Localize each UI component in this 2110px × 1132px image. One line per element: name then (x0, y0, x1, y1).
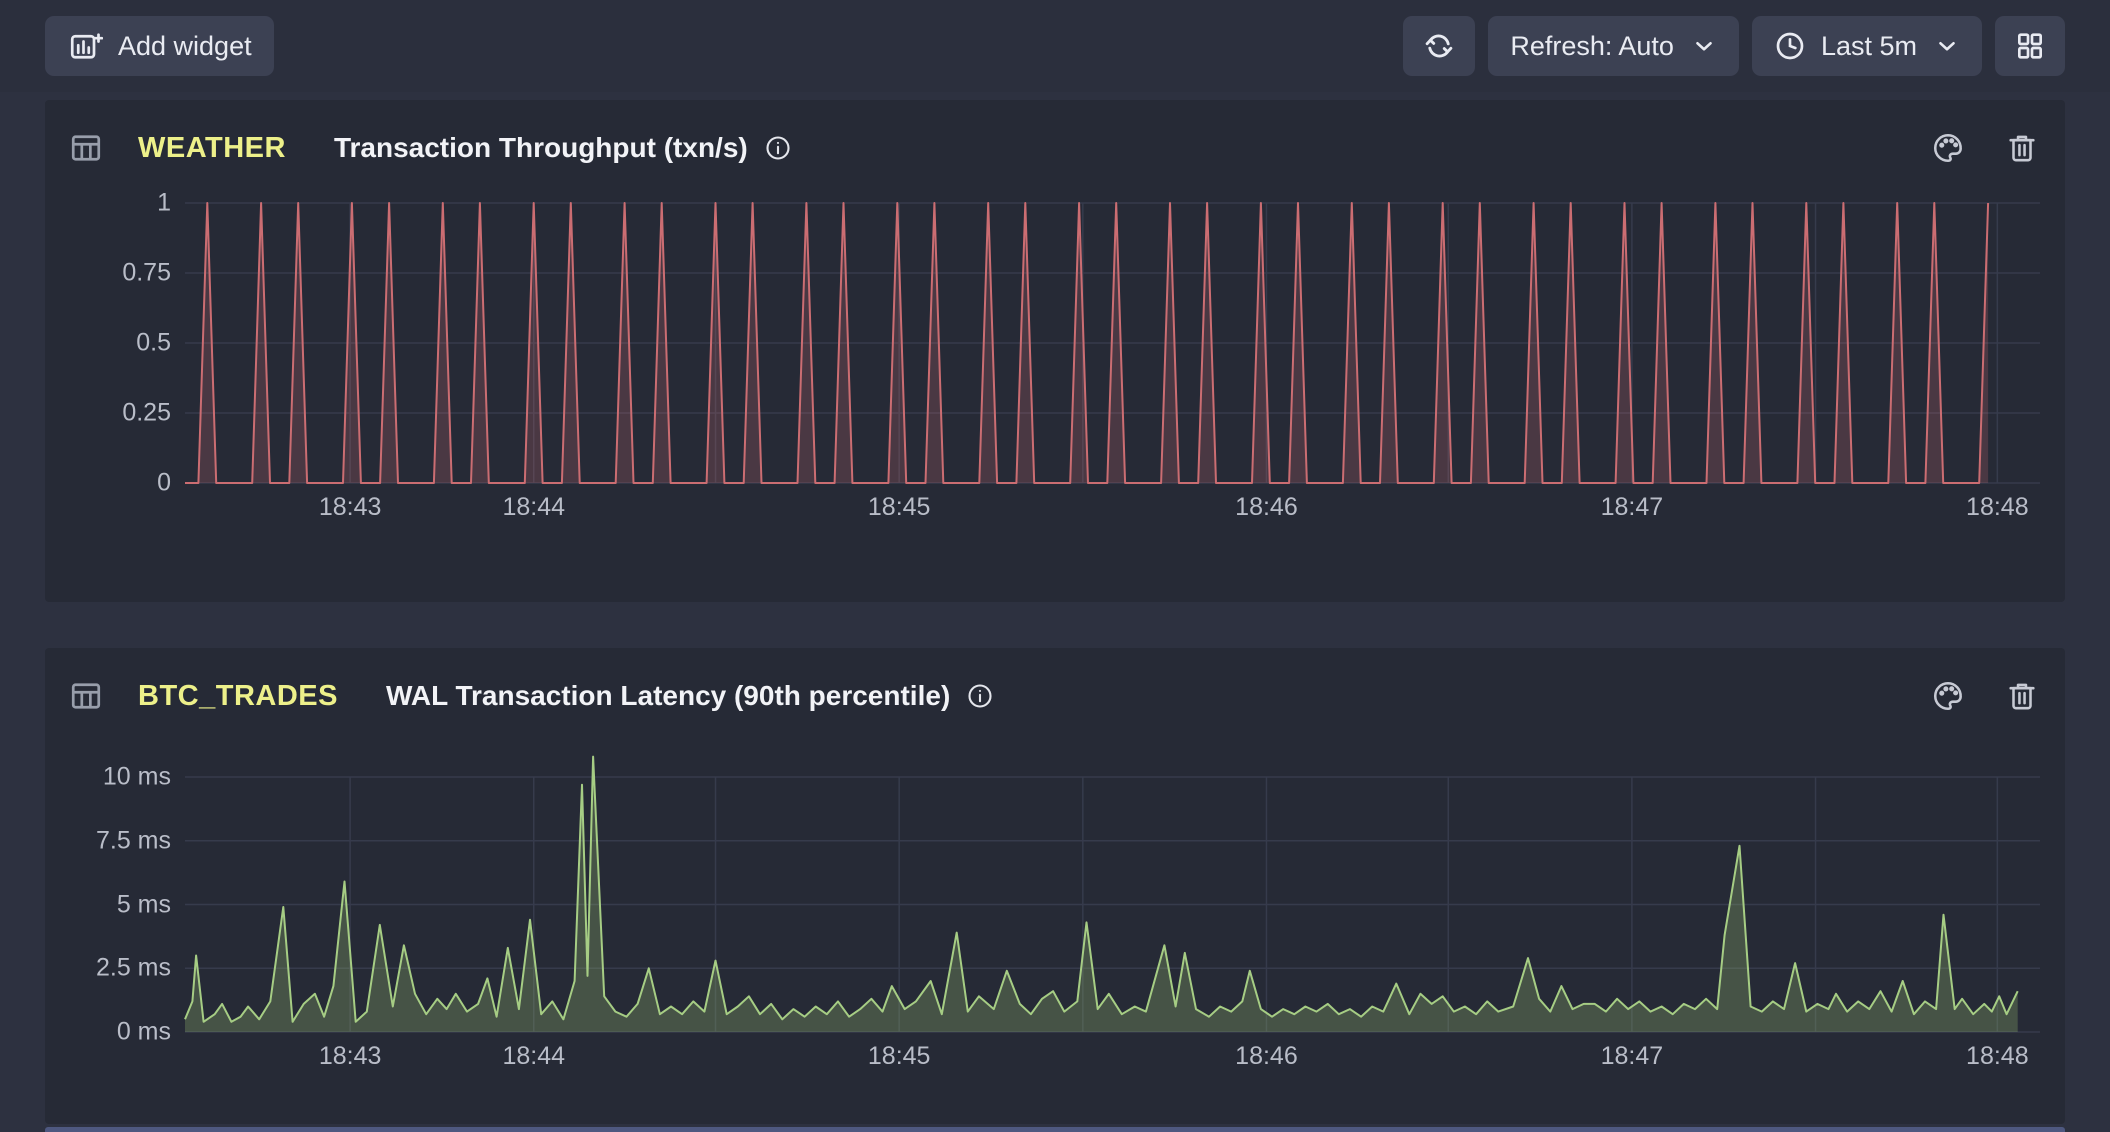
y-tick-label: 0 (157, 468, 171, 497)
y-axis-labels: 1 0.75 0.5 0.25 0 (59, 189, 171, 497)
y-tick-label: 0.25 (122, 398, 171, 427)
x-tick-label: 18:45 (867, 493, 931, 521)
y-tick-label: 2.5 ms (95, 953, 171, 982)
refresh-mode-label: Refresh: Auto (1510, 30, 1674, 61)
panel-header: WEATHER Transaction Throughput (txn/s) (68, 126, 2039, 170)
x-axis-labels: 18:43 18:44 18:45 18:46 18:47 18:48 (185, 1032, 2040, 1072)
chevron-down-icon (1934, 33, 1960, 59)
table-icon (68, 678, 104, 714)
info-icon[interactable] (764, 134, 792, 162)
panel-header: BTC_TRADES WAL Transaction Latency (90th… (68, 674, 2039, 718)
add-widget-label: Add widget (118, 30, 252, 61)
chart-title: WAL Transaction Latency (90th percentile… (385, 680, 951, 711)
x-tick-label: 18:46 (1235, 493, 1298, 521)
y-tick-label: 1 (157, 188, 171, 217)
toolbar-right-group: Refresh: Auto Last 5m (1403, 16, 2065, 76)
trash-icon[interactable] (2005, 131, 2039, 165)
refresh-icon (1422, 29, 1456, 63)
x-tick-label: 18:45 (867, 1042, 931, 1070)
chart-svg (184, 755, 2040, 1033)
x-tick-label: 18:43 (318, 1042, 382, 1070)
x-tick-label: 18:44 (502, 1042, 566, 1070)
layout-grid-button[interactable] (1995, 16, 2065, 76)
x-tick-label: 18:48 (1966, 1042, 2029, 1070)
table-name: BTC_TRADES (138, 679, 338, 712)
info-icon[interactable] (966, 682, 994, 710)
x-tick-label: 18:46 (1235, 1042, 1298, 1070)
next-panel-top-edge (45, 1127, 2065, 1132)
palette-icon[interactable] (1931, 131, 1965, 165)
refresh-mode-dropdown[interactable]: Refresh: Auto (1488, 16, 1739, 76)
x-tick-label: 18:44 (502, 493, 566, 521)
chart-title: Transaction Throughput (txn/s) (333, 132, 748, 163)
y-tick-label: 0 ms (116, 1017, 171, 1046)
table-icon (68, 130, 104, 166)
x-tick-label: 18:47 (1600, 1042, 1664, 1070)
time-range-label: Last 5m (1820, 30, 1917, 61)
y-tick-label: 10 ms (102, 762, 171, 791)
y-tick-label: 7.5 ms (95, 826, 171, 855)
panel-actions (1931, 131, 2039, 165)
widget-panel-btc-trades: BTC_TRADES WAL Transaction Latency (90th… (45, 648, 2065, 1124)
chart-canvas[interactable] (185, 202, 2040, 484)
widget-panel-weather: WEATHER Transaction Throughput (txn/s) (45, 100, 2065, 602)
y-tick-label: 0.5 (136, 328, 171, 357)
clock-icon (1774, 30, 1806, 62)
chevron-down-icon (1691, 33, 1717, 59)
chart-canvas[interactable] (184, 755, 2040, 1033)
palette-icon[interactable] (1931, 679, 1965, 713)
y-axis-labels: 10 ms 7.5 ms 5 ms 2.5 ms 0 ms (59, 763, 171, 1046)
table-name: WEATHER (138, 131, 286, 164)
panel-actions (1931, 679, 2039, 713)
y-tick-label: 0.75 (122, 258, 171, 287)
trash-icon[interactable] (2005, 679, 2039, 713)
refresh-button[interactable] (1403, 16, 1476, 76)
chart-svg (185, 202, 2040, 484)
x-tick-label: 18:43 (318, 493, 382, 521)
x-tick-label: 18:48 (1966, 493, 2029, 521)
x-axis-labels: 18:43 18:44 18:45 18:46 18:47 18:48 (185, 483, 2040, 523)
y-tick-label: 5 ms (116, 890, 171, 918)
add-widget-button[interactable]: Add widget (45, 16, 274, 76)
add-widget-chart-plus-icon (67, 28, 103, 64)
grid-layout-icon (2014, 30, 2046, 62)
time-range-dropdown[interactable]: Last 5m (1751, 16, 1982, 76)
x-tick-label: 18:47 (1600, 493, 1664, 521)
top-toolbar: Add widget Refresh: Auto (0, 0, 2110, 92)
